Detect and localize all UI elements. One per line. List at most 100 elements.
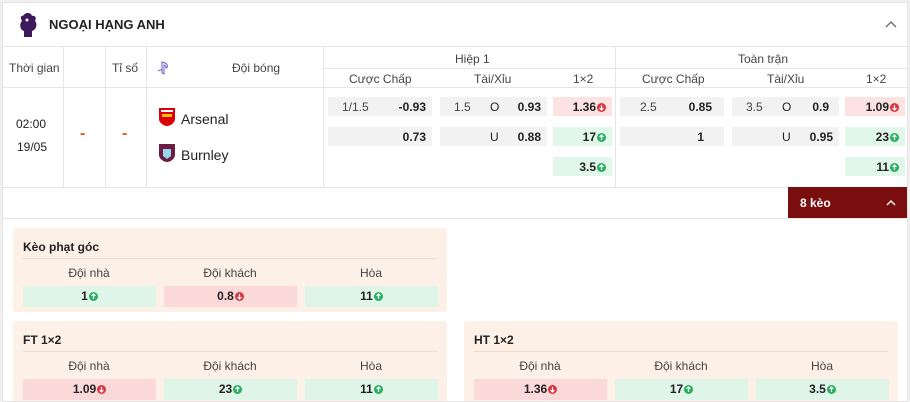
ht-away-odd[interactable]: 17 <box>615 379 748 400</box>
header-full: Toàn trận <box>738 52 789 66</box>
market-corner: Kèo phạt góc Đội nhà Đội khách Hòa 1 0.8… <box>13 228 447 312</box>
score-away: - <box>122 125 128 142</box>
col-draw: Hòa <box>810 359 833 373</box>
full-1x2-home[interactable]: 1.09 <box>845 97 905 116</box>
half-handicap-line: 1/1.5 <box>342 100 369 114</box>
arsenal-logo-icon <box>159 108 175 126</box>
divider <box>23 258 437 259</box>
odd-value: 17 <box>669 382 684 396</box>
ht-home-odd[interactable]: 1.36 <box>474 379 607 400</box>
market-ht-title: HT 1×2 <box>474 333 514 347</box>
half-over-value: 0.93 <box>517 100 541 114</box>
col-home: Đội nhà <box>68 359 110 373</box>
full-handicap-away-value: 1 <box>697 130 704 144</box>
col-home: Đội nhà <box>519 359 561 373</box>
col-away: Đội khách <box>203 359 257 373</box>
half-handicap-away[interactable]: 0.73 <box>328 127 432 146</box>
full-1x2-home-value: 1.09 <box>865 100 889 114</box>
arrow-up-icon <box>373 385 383 394</box>
header-half: Hiệp 1 <box>455 52 490 66</box>
arrow-down-icon <box>548 385 558 394</box>
odd-value: 0.8 <box>217 289 234 303</box>
full-1x2-draw[interactable]: 11 <box>845 157 905 176</box>
header-team: Đội bóng <box>232 61 281 75</box>
half-1x2-home[interactable]: 1.36 <box>553 97 612 116</box>
over-label: O <box>490 100 500 114</box>
ft-home-odd[interactable]: 1.09 <box>23 379 156 400</box>
divider <box>3 218 907 219</box>
divider <box>146 47 147 187</box>
divider <box>3 87 907 88</box>
col-away: Đội khách <box>654 359 708 373</box>
half-under[interactable]: U 0.88 <box>440 127 547 146</box>
odd-value: 1.36 <box>523 382 548 396</box>
league-title: NGOẠI HẠNG ANH <box>49 17 165 32</box>
half-1x2-away[interactable]: 17 <box>553 127 612 146</box>
arrow-down-icon <box>597 103 606 112</box>
arrow-up-icon <box>890 133 899 142</box>
team-away[interactable]: Burnley <box>181 147 229 163</box>
half-1x2-draw-value: 3.5 <box>579 160 596 174</box>
col-draw: Hòa <box>359 266 382 280</box>
under-label: U <box>782 130 791 144</box>
league-header[interactable]: NGOẠI HẠNG ANH <box>3 3 907 47</box>
match-time: 02:00 <box>16 117 47 131</box>
header-half-overunder: Tài/Xỉu <box>474 72 512 86</box>
header-score: Tỉ số <box>112 61 139 75</box>
odd-value: 11 <box>360 382 373 396</box>
ft-away-odd[interactable]: 23 <box>164 379 297 400</box>
premier-league-icon <box>20 13 37 37</box>
half-1x2-home-value: 1.36 <box>572 100 596 114</box>
corner-draw-odd[interactable]: 11 <box>305 286 438 307</box>
half-under-value: 0.88 <box>517 130 541 144</box>
divider <box>474 351 888 352</box>
header-half-1x2: 1×2 <box>573 72 594 86</box>
chevron-up-icon <box>886 200 896 206</box>
divider <box>105 47 106 187</box>
half-handicap-home[interactable]: 1/1.5 -0.93 <box>328 97 432 116</box>
arrow-up-icon <box>597 133 606 142</box>
burnley-logo-icon <box>159 144 175 162</box>
col-draw: Hòa <box>359 359 382 373</box>
more-markets-button[interactable]: 8 kèo <box>788 187 907 218</box>
arrow-up-icon <box>373 292 383 301</box>
full-under[interactable]: U 0.95 <box>732 127 839 146</box>
arrow-down-icon <box>97 385 107 394</box>
market-corner-title: Kèo phạt góc <box>23 240 100 254</box>
team-home[interactable]: Arsenal <box>181 111 229 127</box>
header-full-overunder: Tài/Xỉu <box>767 72 805 86</box>
full-1x2-draw-value: 11 <box>876 160 889 174</box>
odd-value: 1 <box>81 289 88 303</box>
arrow-up-icon <box>88 292 98 301</box>
half-1x2-draw[interactable]: 3.5 <box>553 157 612 176</box>
half-over[interactable]: 1.5 O 0.93 <box>440 97 547 116</box>
full-handicap-away[interactable]: 1 <box>620 127 724 146</box>
divider <box>323 47 324 187</box>
header-time: Thời gian <box>9 61 60 75</box>
chevron-up-icon[interactable] <box>883 17 899 33</box>
odd-value: 3.5 <box>809 382 826 396</box>
over-label: O <box>782 100 792 114</box>
score-home: - <box>80 125 86 142</box>
ft-draw-odd[interactable]: 11 <box>305 379 438 400</box>
corner-away-odd[interactable]: 0.8 <box>164 286 297 307</box>
full-over[interactable]: 3.5 O 0.9 <box>732 97 839 116</box>
full-under-value: 0.95 <box>809 130 833 144</box>
full-handicap-home[interactable]: 2.5 0.85 <box>620 97 724 116</box>
arrow-up-icon <box>684 385 694 394</box>
ht-draw-odd[interactable]: 3.5 <box>756 379 889 400</box>
corner-home-odd[interactable]: 1 <box>23 286 156 307</box>
col-home: Đội nhà <box>68 266 110 280</box>
header-full-handicap: Cược Chấp <box>642 72 705 86</box>
divider <box>63 47 64 187</box>
full-1x2-away[interactable]: 23 <box>845 127 905 146</box>
arrow-up-icon <box>597 163 606 172</box>
half-handicap-home-value: -0.93 <box>398 100 426 114</box>
playstation-icon <box>157 61 168 75</box>
market-ft-1x2: FT 1×2 Đội nhà Đội khách Hòa 1.09 23 11 <box>13 321 447 401</box>
odd-value: 11 <box>360 289 373 303</box>
match-date: 19/05 <box>17 140 48 154</box>
arrow-up-icon <box>890 163 899 172</box>
arrow-down-icon <box>890 103 899 112</box>
